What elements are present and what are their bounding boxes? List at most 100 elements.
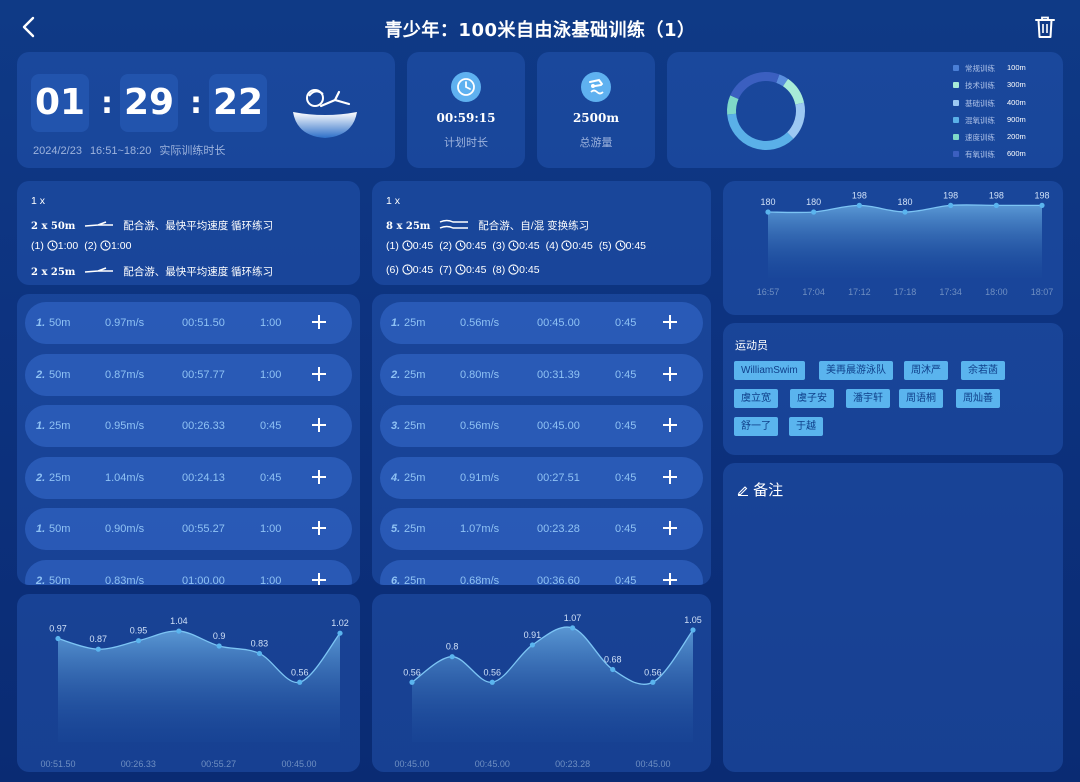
data-label: 198 [852, 190, 867, 200]
lap-index: 2. [36, 471, 46, 484]
x-tick-label: 18:00 [985, 287, 1008, 297]
athlete-tag[interactable]: 周沐严 [904, 361, 948, 380]
add-lap-plus-icon[interactable] [661, 416, 679, 434]
data-point [216, 643, 222, 649]
lap-time: 00:51.50 [182, 317, 225, 329]
heart-rate-area-chart: 180 180 198 180 198 198 198 16:57 17:04 17:12 17:1… [757, 190, 1054, 297]
add-lap-plus-icon[interactable] [310, 416, 328, 434]
data-label: 180 [760, 197, 775, 207]
legend-item: 混氧训练 900m [953, 112, 1033, 129]
lap-row[interactable]: 1. 25m 0.56m/s 00:45.00 0:45 [380, 302, 703, 344]
lap-row[interactable]: 1. 50m 0.97m/s 00:51.50 1:00 [25, 302, 352, 344]
lap-speed: 1.07m/s [460, 523, 500, 536]
rest-item: (3) 0:45 [492, 240, 539, 252]
lap-speed: 0.68m/s [460, 575, 500, 585]
lap-distance: 25m [49, 420, 71, 433]
add-lap-plus-icon[interactable] [310, 571, 328, 585]
athlete-tag[interactable]: WilliamSwim [734, 361, 805, 380]
data-label: 1.07 [564, 613, 582, 623]
lap-list-2[interactable]: 1. 25m 0.56m/s 00:45.00 0:45 2. 25m 0.80m/s 00:3… [372, 294, 711, 585]
rest-item: (7) 0:45 [439, 264, 486, 276]
lap-speed: 0.56m/s [460, 317, 500, 329]
lap-index: 1. [36, 317, 46, 329]
add-lap-plus-icon[interactable] [661, 571, 679, 585]
lap-row[interactable]: 2. 25m 1.04m/s 00:24.13 0:45 [25, 456, 352, 499]
data-point [337, 630, 343, 636]
add-lap-plus-icon[interactable] [310, 365, 328, 383]
header-bar: 青少年：100米自由泳基础训练（1） [0, 0, 1080, 52]
athlete-tag[interactable]: 潘宇轩 [846, 389, 890, 408]
lap-row[interactable]: 6. 25m 0.68m/s 00:36.60 0:45 [380, 560, 703, 585]
rest-time: 0:45 [465, 240, 487, 252]
lap-rest: 0:45 [615, 523, 637, 536]
athlete-tag[interactable]: 美再晨游泳队 [819, 361, 893, 380]
rest-clock-icon [455, 264, 466, 275]
add-lap-plus-icon[interactable] [661, 365, 679, 383]
add-lap-plus-icon[interactable] [310, 519, 328, 537]
athlete-tag[interactable]: 虞子安 [790, 389, 834, 408]
plan-1-rest-list: (1) 1:00 (2) 1:00 [31, 240, 137, 252]
lap-row[interactable]: 2. 50m 0.83m/s 01:00.00 1:00 [25, 560, 352, 585]
athlete-tag[interactable]: 舒一了 [734, 417, 778, 436]
rest-item: (2) 0:45 [439, 240, 486, 252]
lap-time: 00:55.27 [182, 523, 225, 536]
rest-clock-icon [100, 240, 111, 251]
legend-item: 速度训练 200m [953, 129, 1033, 146]
legend-name: 基础训练 [965, 98, 995, 108]
add-lap-plus-icon[interactable] [661, 519, 679, 537]
lap-rest: 0:45 [615, 368, 637, 381]
rest-time: 0:45 [519, 240, 540, 252]
data-point [297, 679, 303, 685]
data-label: 180 [897, 197, 912, 207]
donut-slice [727, 113, 794, 150]
lap-row[interactable]: 3. 25m 0.56m/s 00:45.00 0:45 [380, 405, 703, 448]
lap-row[interactable]: 1. 25m 0.95m/s 00:26.33 0:45 [25, 405, 352, 448]
add-lap-plus-icon[interactable] [310, 468, 328, 486]
lap-row[interactable]: 2. 25m 0.80m/s 00:31.39 0:45 [380, 353, 703, 396]
lap-row[interactable]: 4. 25m 0.91m/s 00:27.51 0:45 [380, 456, 703, 499]
back-arrow-icon[interactable] [18, 14, 42, 40]
data-point [650, 679, 656, 685]
legend-name: 常规训练 [965, 64, 995, 73]
rest-time: 1:00 [110, 240, 132, 252]
timer-minutes: 29 [120, 74, 178, 132]
lap-speed: 0.83m/s [105, 575, 145, 585]
lap-rest: 0:45 [615, 317, 637, 329]
lap-rest: 1:00 [260, 523, 282, 536]
rest-time: 1:00 [57, 240, 79, 252]
data-label: 1.05 [684, 615, 702, 625]
notes-card[interactable]: 备注 [723, 463, 1063, 772]
athlete-tag[interactable]: 周灿善 [956, 389, 1000, 408]
plan-1-set-line-1: 2 x 50m 配合游、最快平均速度 循环练习 [31, 218, 273, 233]
x-tick-label: 00:51.50 [40, 759, 75, 769]
rest-time: 0:45 [465, 264, 487, 276]
add-lap-plus-icon[interactable] [661, 468, 679, 486]
lap-time: 00:27.51 [537, 471, 580, 484]
area-fill [412, 627, 693, 742]
athlete-tag[interactable]: 虞立宽 [734, 389, 778, 408]
lap-row[interactable]: 5. 25m 1.07m/s 00:23.28 0:45 [380, 508, 703, 551]
lap-row[interactable]: 2. 50m 0.87m/s 00:57.77 1:00 [25, 353, 352, 396]
legend-item: 基础训练 400m [953, 95, 1033, 112]
rest-index: (8) [492, 264, 506, 276]
lap-speed: 0.91m/s [460, 471, 500, 484]
plan-2-set-1-desc: 配合游、自/混 变换练习 [478, 220, 590, 232]
lap-index: 2. [36, 368, 46, 381]
lap-row[interactable]: 1. 50m 0.90m/s 00:55.27 1:00 [25, 508, 352, 551]
add-lap-plus-icon[interactable] [310, 313, 328, 331]
lap-list-1[interactable]: 1. 50m 0.97m/s 00:51.50 1:00 2. 50m 0.87m/s 00:5… [17, 294, 360, 585]
athlete-tag[interactable]: 周语桐 [899, 389, 943, 408]
lap-speed: 0.56m/s [460, 420, 500, 433]
donut-slice [787, 102, 805, 139]
trash-icon[interactable] [1034, 15, 1056, 39]
lap-time: 00:26.33 [182, 420, 225, 433]
athlete-tag[interactable]: 于越 [789, 417, 823, 436]
x-tick-label: 00:45.00 [394, 759, 429, 769]
timer-colon: : [101, 86, 113, 121]
lap-rest: 0:45 [615, 575, 637, 585]
add-lap-plus-icon[interactable] [661, 313, 679, 331]
page-title: 青少年：100米自由泳基础训练（1） [384, 20, 696, 41]
swimmer-stroke-icon [85, 267, 114, 273]
athlete-tag[interactable]: 余若菡 [961, 361, 1005, 380]
rest-item: (2) 1:00 [84, 240, 131, 252]
